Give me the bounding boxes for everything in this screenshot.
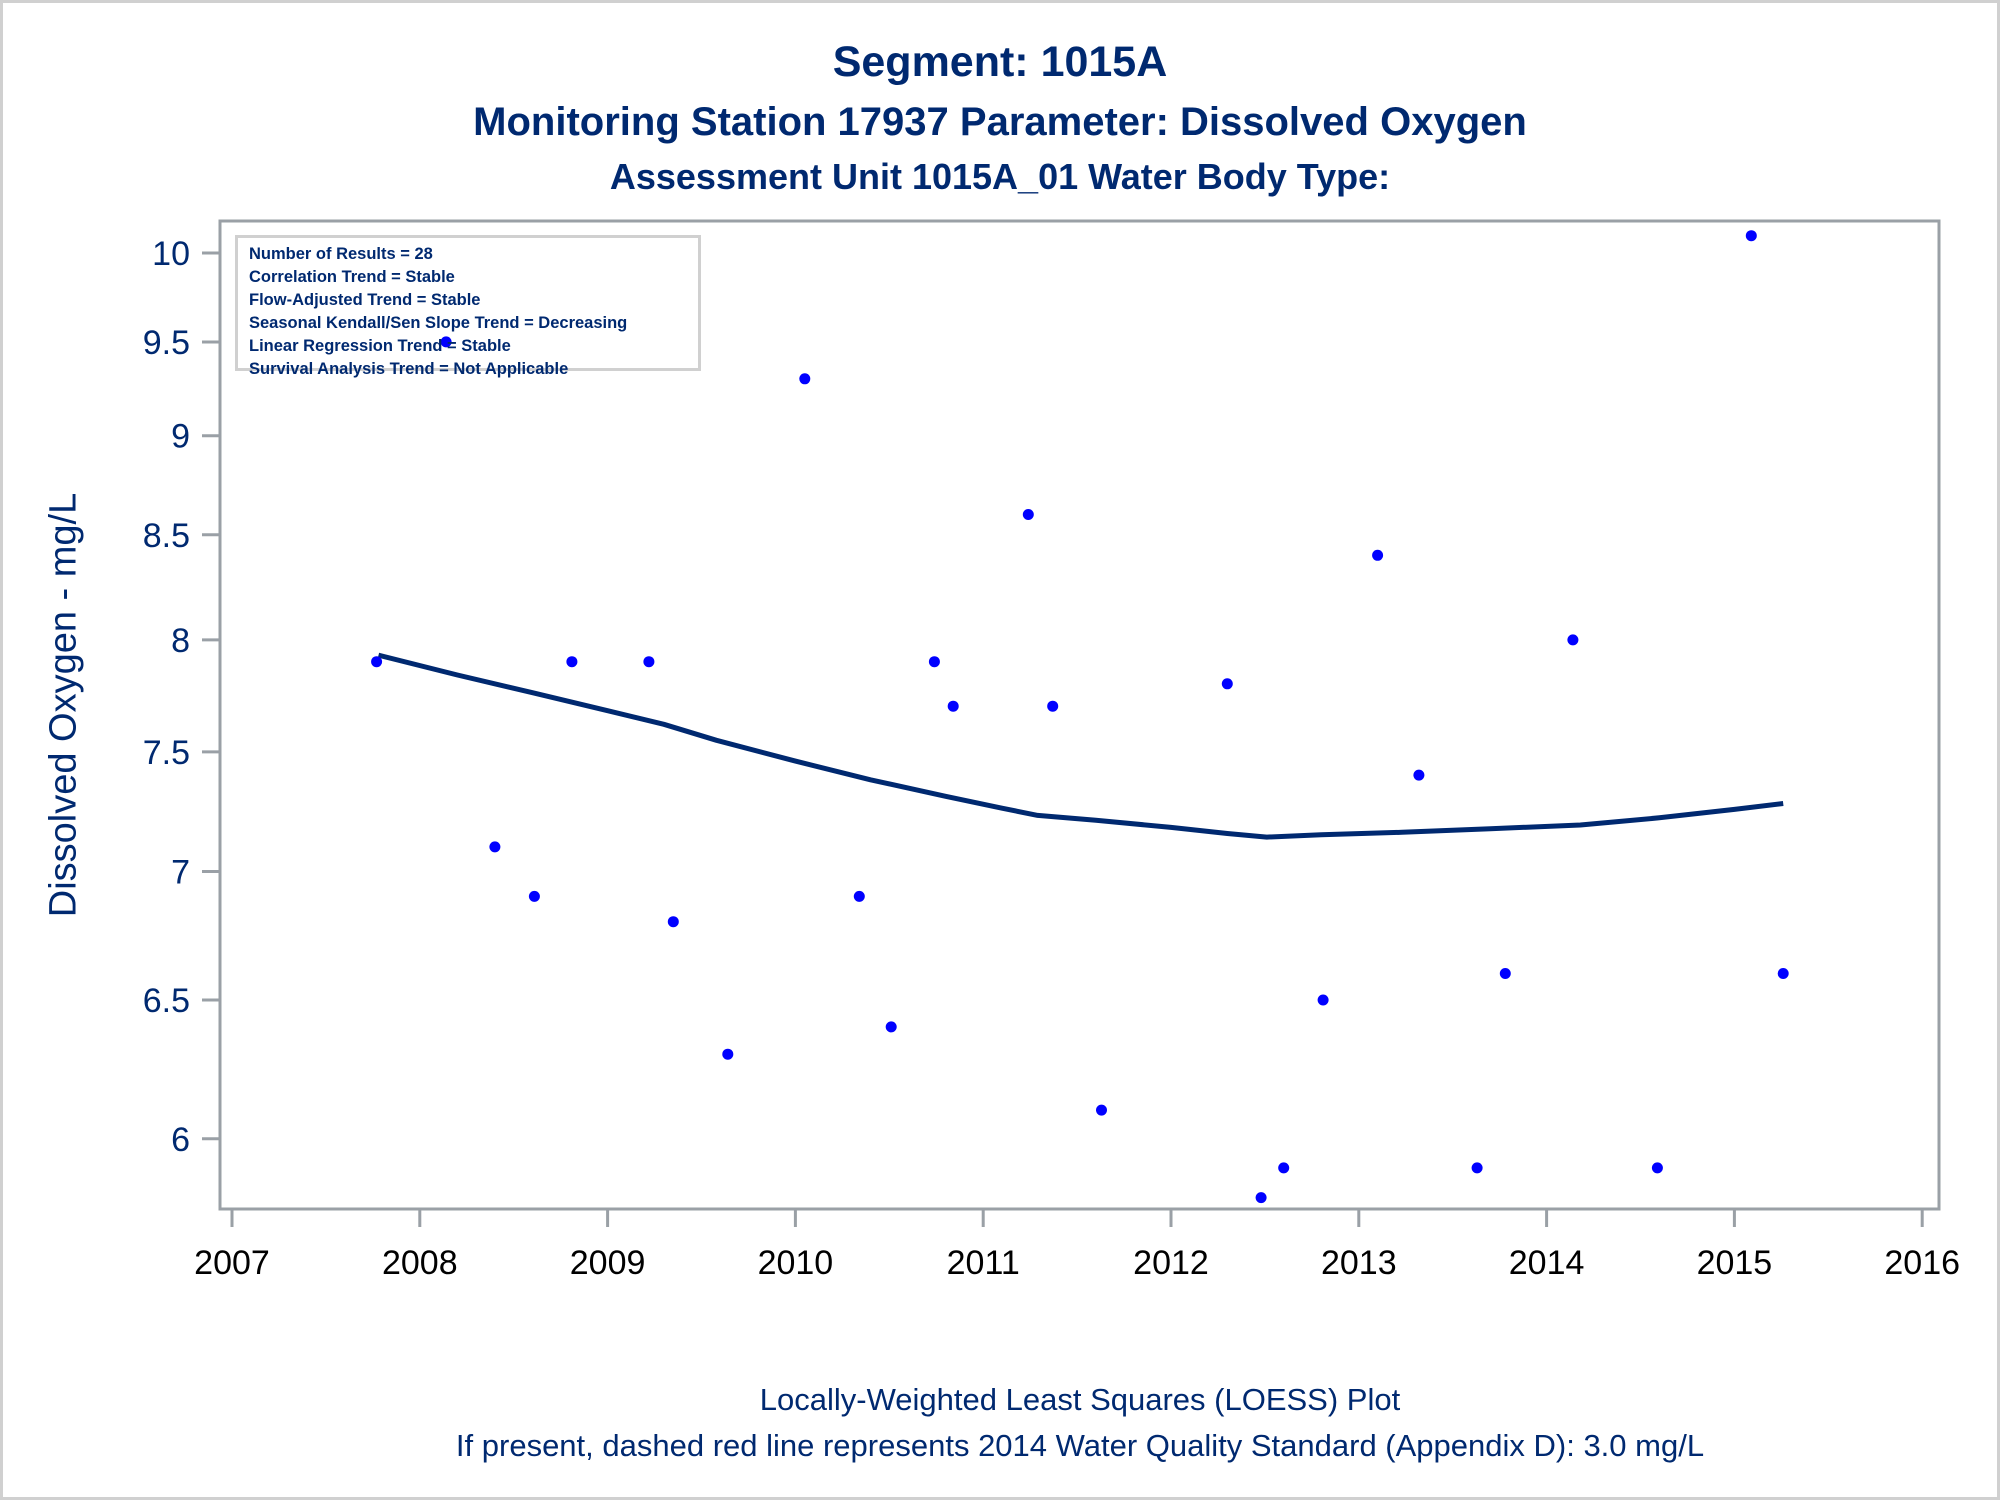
stats-box: Number of Results = 28 Correlation Trend… <box>235 235 701 378</box>
footer-loess-note: Locally-Weighted Least Squares (LOESS) P… <box>759 1382 1401 1417</box>
data-point <box>566 656 578 668</box>
data-point <box>1651 1162 1663 1174</box>
x-tick-label: 2010 <box>758 1244 834 1282</box>
stats-seasonal-kendall-trend: Seasonal Kendall/Sen Slope Trend = Decre… <box>249 314 628 332</box>
data-point <box>1278 1162 1290 1174</box>
chart-subtitle-station: Monitoring Station 17937 Parameter: Diss… <box>473 100 1527 144</box>
data-point <box>667 916 679 928</box>
y-axis-label: Dissolved Oxygen - mg/L <box>42 492 85 918</box>
loess-line <box>377 652 1784 840</box>
y-tick-label: 8.5 <box>143 517 190 555</box>
x-tick-label: 2015 <box>1697 1244 1773 1282</box>
y-tick-label: 8 <box>171 622 190 660</box>
y-tick-label: 7.5 <box>143 734 190 772</box>
data-point <box>1047 700 1059 712</box>
stats-survival-analysis-trend: Survival Analysis Trend = Not Applicable <box>249 360 569 378</box>
data-point <box>371 656 383 668</box>
data-point <box>722 1048 734 1060</box>
footer-standard-note: If present, dashed red line represents 2… <box>455 1428 1705 1463</box>
data-point <box>885 1021 897 1033</box>
data-point <box>1022 509 1034 520</box>
data-point <box>440 336 452 348</box>
data-point <box>947 700 959 712</box>
chart-title: Segment: 1015A <box>832 38 1168 86</box>
x-tick-label: 2008 <box>382 1244 458 1282</box>
data-point <box>799 373 811 385</box>
stats-number-of-results: Number of Results = 28 <box>249 245 433 263</box>
data-point <box>1317 994 1329 1006</box>
y-tick-label: 7 <box>171 853 190 891</box>
data-point <box>1745 230 1757 242</box>
chart-subtitle-assessment: Assessment Unit 1015A_01 Water Body Type… <box>609 156 1391 197</box>
stats-flow-adjusted-trend: Flow-Adjusted Trend = Stable <box>249 291 481 309</box>
data-point <box>1413 769 1425 781</box>
data-point <box>1499 968 1511 979</box>
x-tick-label: 2007 <box>194 1244 270 1282</box>
y-tick-label: 9.5 <box>143 324 190 362</box>
y-tick-label: 10 <box>152 235 190 273</box>
data-point <box>489 841 501 853</box>
x-tick-label: 2013 <box>1321 1244 1397 1282</box>
data-point <box>1255 1192 1267 1204</box>
stats-linear-regression-trend: Linear Regression Trend = Stable <box>249 337 511 355</box>
x-tick-label: 2014 <box>1509 1244 1585 1282</box>
data-point <box>1221 678 1233 690</box>
y-tick-label: 9 <box>171 418 190 456</box>
plot-frame <box>218 219 1941 1211</box>
x-tick-label: 2011 <box>947 1244 1020 1282</box>
data-point <box>1567 634 1579 646</box>
data-point <box>1471 1162 1483 1174</box>
data-point <box>1777 968 1789 979</box>
data-point <box>928 656 940 668</box>
x-tick-label: 2009 <box>570 1244 646 1282</box>
y-tick-label: 6.5 <box>143 982 190 1020</box>
data-point <box>1096 1104 1107 1116</box>
data-point <box>853 890 865 902</box>
data-point <box>643 656 655 668</box>
data-point <box>1372 549 1384 561</box>
x-tick-label: 2012 <box>1133 1244 1209 1282</box>
data-point <box>528 890 540 902</box>
stats-correlation-trend: Correlation Trend = Stable <box>249 268 455 286</box>
x-tick-label: 2016 <box>1884 1244 1960 1282</box>
y-tick-label: 6 <box>171 1121 190 1159</box>
